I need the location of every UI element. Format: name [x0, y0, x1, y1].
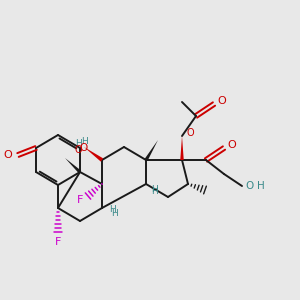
Text: O: O [218, 96, 226, 106]
Polygon shape [180, 136, 184, 160]
Text: O: O [228, 140, 236, 150]
Text: H: H [151, 188, 158, 196]
Text: O: O [74, 145, 82, 155]
Text: F: F [55, 237, 61, 247]
Text: H: H [152, 185, 158, 194]
Text: F: F [77, 195, 83, 205]
Text: O: O [186, 128, 194, 138]
Text: O: O [4, 150, 12, 160]
Text: H: H [75, 139, 81, 148]
Text: O: O [246, 181, 254, 191]
Text: H: H [110, 206, 116, 214]
Text: H: H [111, 208, 117, 217]
Polygon shape [145, 140, 158, 161]
Polygon shape [65, 158, 81, 173]
Polygon shape [84, 147, 103, 162]
Text: H: H [257, 181, 265, 191]
Text: O: O [80, 143, 88, 153]
Text: H: H [81, 136, 87, 146]
